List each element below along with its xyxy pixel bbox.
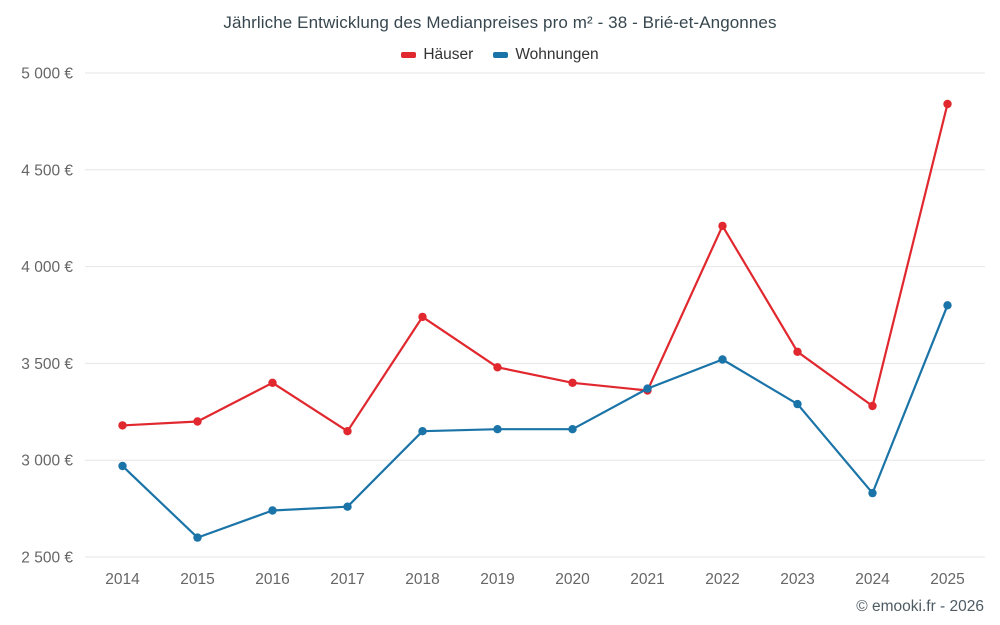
series-point-wohnungen[interactable] [793, 399, 802, 409]
series-line-wohnungen [121, 304, 949, 539]
series-point-haeuser[interactable] [718, 221, 727, 231]
legend-marker [401, 52, 417, 58]
series-point-haeuser[interactable] [793, 347, 802, 356]
series-point-wohnungen[interactable] [493, 425, 502, 434]
series-line-haeuser [122, 103, 949, 433]
series-point-wohnungen[interactable] [118, 461, 127, 471]
legend-marker [493, 52, 509, 58]
y-axis-label: 2 500 € [21, 550, 73, 567]
y-axis-label: 5 000 € [21, 66, 73, 83]
x-axis-label: 2020 [555, 571, 590, 588]
series-point-haeuser[interactable] [568, 378, 577, 387]
series-point-wohnungen[interactable] [343, 502, 352, 511]
x-axis-label: 2019 [480, 571, 514, 588]
series-point-wohnungen[interactable] [268, 506, 277, 515]
y-axis-label: 4 000 € [21, 259, 73, 276]
legend-label: Wohnungen [515, 46, 599, 63]
legend: Häuser Wohnungen [0, 46, 1000, 64]
series-point-haeuser[interactable] [493, 363, 502, 372]
x-axis-label: 2015 [180, 571, 214, 588]
x-axis-label: 2025 [930, 571, 964, 588]
series-point-wohnungen[interactable] [643, 384, 652, 393]
x-axis-label: 2024 [855, 571, 890, 588]
series-point-haeuser[interactable] [118, 421, 127, 430]
chart-title: Jährliche Entwicklung des Medianpreises … [223, 13, 777, 32]
x-axis-label: 2017 [330, 571, 364, 588]
y-axis-label: 3 500 € [21, 356, 73, 373]
series-point-wohnungen[interactable] [418, 427, 427, 436]
y-axis-label: 4 500 € [21, 162, 73, 179]
x-axis-label: 2021 [630, 571, 664, 588]
series-point-haeuser[interactable] [268, 378, 277, 387]
legend-item-haeuser[interactable]: Häuser [401, 46, 473, 64]
series-point-haeuser[interactable] [418, 312, 427, 322]
series-point-wohnungen[interactable] [193, 533, 202, 542]
series-point-haeuser[interactable] [943, 99, 952, 109]
series-point-haeuser[interactable] [193, 417, 202, 426]
x-axis-label: 2014 [105, 571, 140, 588]
x-axis-label: 2023 [780, 571, 814, 588]
footer-credit: © emooki.fr - 2026 [856, 598, 984, 615]
series-point-wohnungen[interactable] [943, 301, 952, 310]
series-point-wohnungen[interactable] [568, 425, 577, 434]
y-axis-label: 3 000 € [21, 453, 73, 470]
legend-item-wohnungen[interactable]: Wohnungen [493, 46, 599, 64]
x-axis-label: 2022 [705, 571, 739, 588]
series-point-wohnungen[interactable] [718, 355, 727, 364]
x-axis-label: 2016 [255, 571, 289, 588]
series-point-wohnungen[interactable] [868, 488, 877, 498]
series-point-haeuser[interactable] [868, 401, 877, 411]
legend-label: Häuser [423, 46, 474, 63]
series-point-haeuser[interactable] [343, 427, 352, 436]
x-axis-label: 2018 [405, 571, 439, 588]
